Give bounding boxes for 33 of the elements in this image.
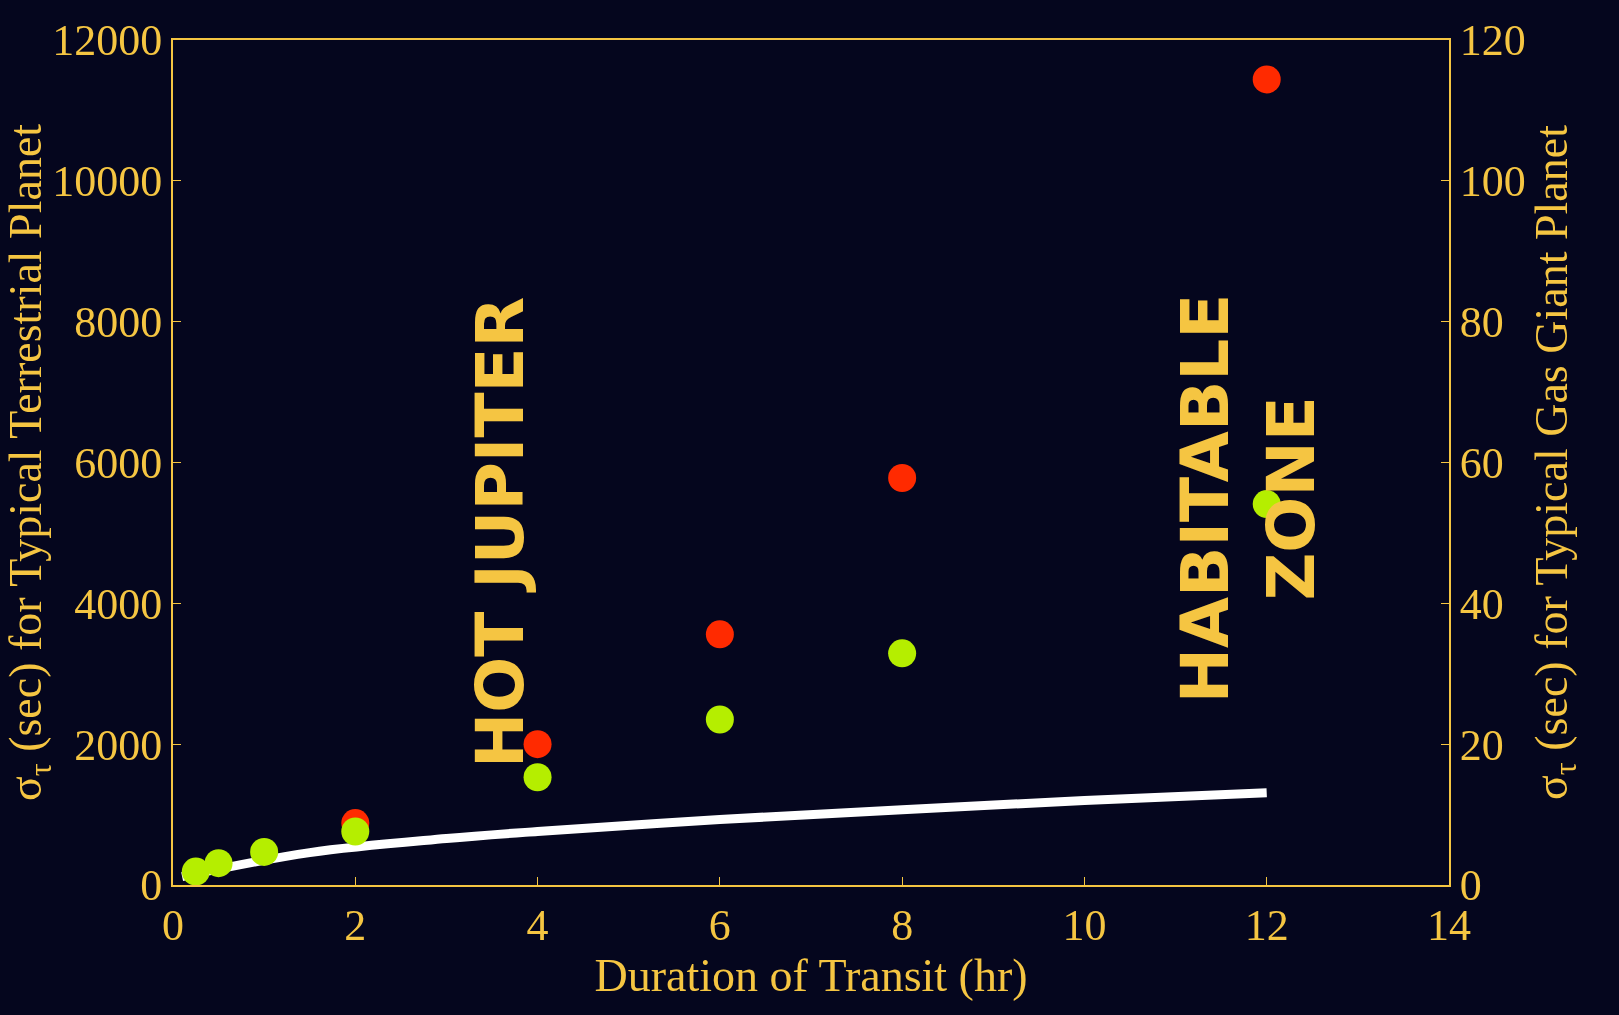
y-tick-label: 8000 [74,298,163,348]
point [705,620,734,649]
x-tick-label: 10 [1062,900,1107,950]
point [523,763,552,792]
y2-tick-label: 20 [1459,720,1504,770]
point [1252,65,1281,94]
x-tick-label: 6 [708,900,731,950]
point [523,730,552,759]
annotation: HABITABLE ZONE [1166,293,1330,704]
x-tick-label: 2 [344,900,367,950]
y-tick-label: 10000 [52,157,163,207]
y-tick-label: 6000 [74,438,163,488]
y-tick-label: 2000 [74,720,163,770]
y2-tick-label: 120 [1459,16,1526,66]
point [250,837,279,866]
point [888,639,917,668]
x-axis-title: Duration of Transit (hr) [594,949,1028,1001]
y-tick-label: 4000 [74,579,163,629]
y-tick-label: 0 [140,861,163,911]
x-tick-label: 8 [891,900,914,950]
y2-tick-label: 40 [1459,579,1504,629]
x-tick-label: 4 [526,900,549,950]
point [705,705,734,734]
y2-tick-label: 80 [1459,298,1504,348]
point [181,857,210,886]
point [204,849,233,878]
point [888,463,917,492]
x-tick-label: 12 [1244,900,1289,950]
annotation: HOT JUPITER [462,296,540,769]
y2-tick-label: 60 [1459,438,1504,488]
y2-tick-label: 100 [1459,157,1526,207]
y-tick-label: 12000 [52,16,163,66]
point [341,817,370,846]
